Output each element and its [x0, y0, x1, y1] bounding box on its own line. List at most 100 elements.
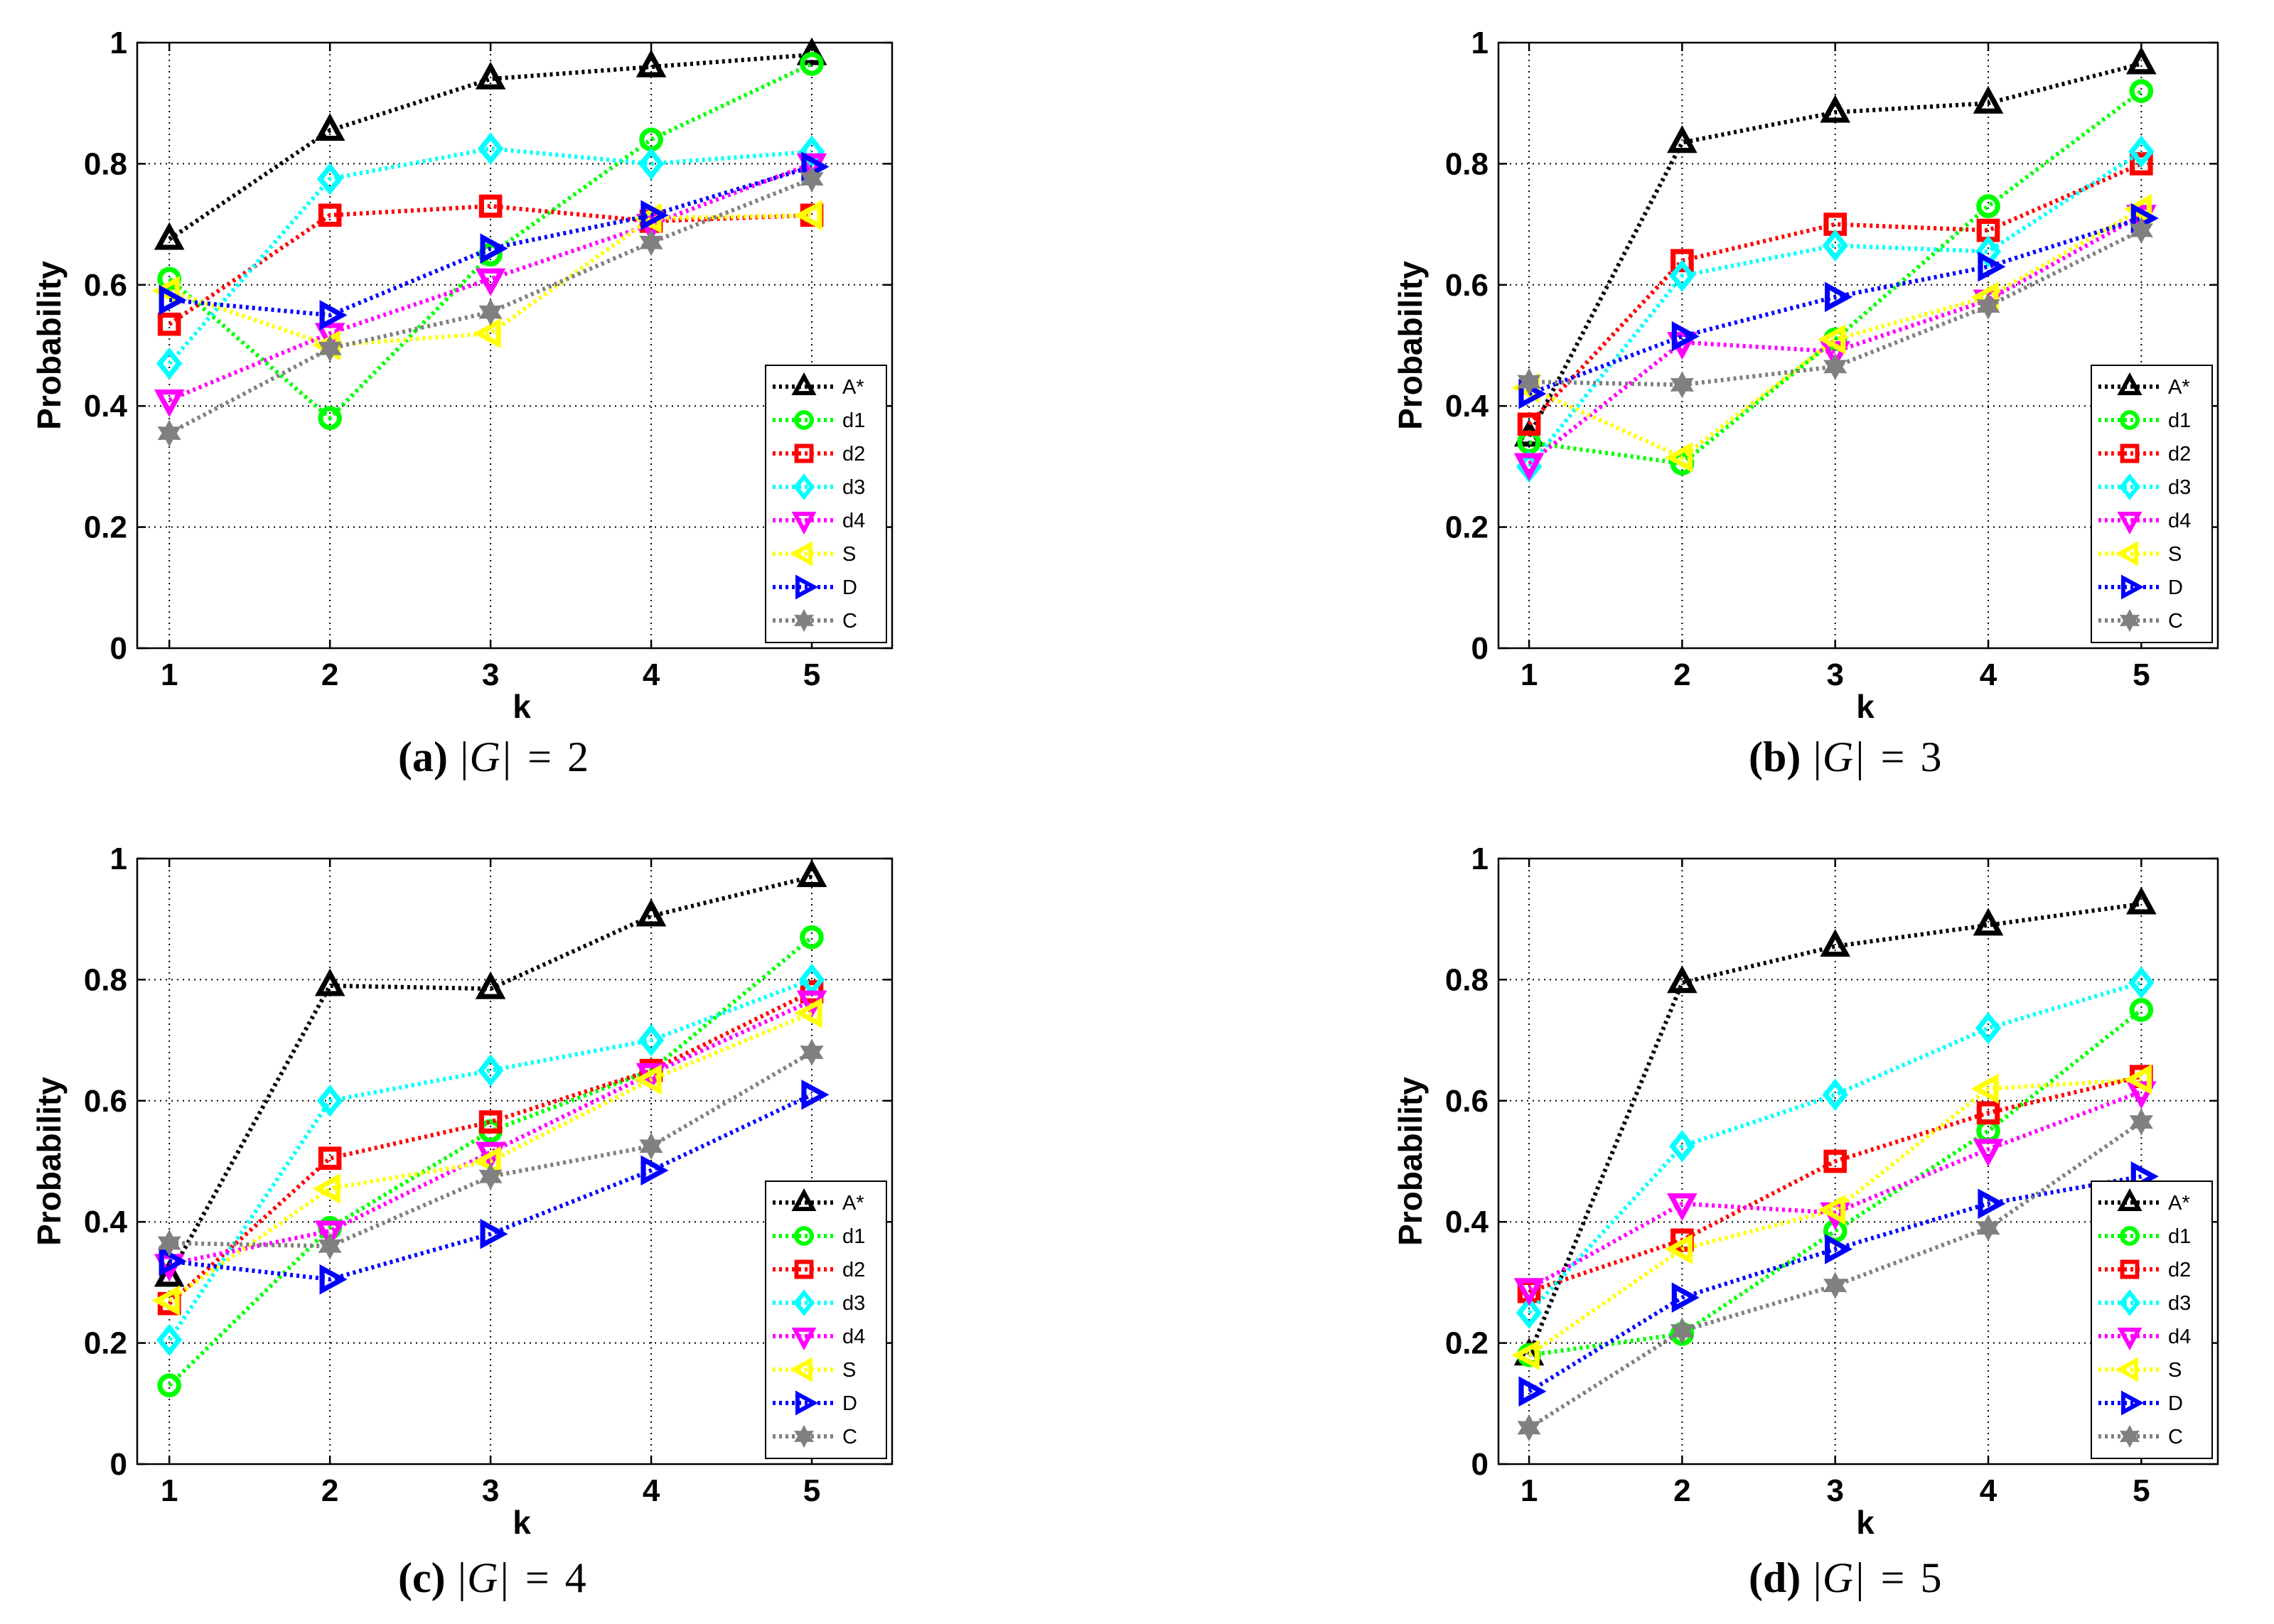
legend-label: S	[842, 1359, 856, 1382]
series-line	[1527, 980, 2142, 1315]
series-line	[1528, 1074, 2142, 1294]
data-point	[1976, 1214, 2000, 1242]
x-tick-label: 1	[161, 657, 178, 692]
y-tick-label: 0.6	[84, 268, 127, 303]
legend-marker	[2120, 443, 2140, 463]
series-line	[1528, 1008, 2143, 1357]
series-line	[168, 164, 812, 318]
data-point	[798, 135, 825, 168]
caption-equals: =	[1881, 1554, 1905, 1601]
data-point	[475, 971, 506, 999]
data-point	[639, 1132, 663, 1160]
caption-equals: =	[1881, 733, 1905, 780]
y-tick-label: 0.2	[1445, 1326, 1489, 1361]
data-point	[480, 233, 508, 264]
data-point	[1820, 95, 1851, 123]
series-s	[1511, 1064, 2152, 1370]
y-tick-label: 0.4	[1445, 1205, 1489, 1239]
data-point	[639, 229, 663, 257]
data-point	[1670, 249, 1694, 273]
legend-label: C	[842, 610, 857, 633]
y-tick-label: 0.6	[84, 1084, 127, 1119]
x-axis-label: k	[513, 1504, 531, 1541]
data-point	[1823, 353, 1847, 380]
data-point	[1517, 412, 1541, 436]
chart-panel-2: 1 2 3 4 5 0 0.2 0.4 0.6 0.8 1 k Probability A* d1 d2 d3 d…	[1392, 26, 2219, 780]
legend-label: d1	[2168, 1225, 2191, 1248]
y-tick-label: 0	[1471, 1447, 1489, 1482]
legend-label: d2	[842, 1259, 865, 1281]
data-point	[2128, 966, 2155, 999]
legend-box	[2091, 365, 2213, 643]
y-tick-label: 0	[110, 631, 127, 666]
series-line	[1528, 1090, 2142, 1291]
y-tick-label: 0.8	[84, 146, 127, 181]
data-point	[1822, 229, 1848, 262]
data-point	[475, 268, 506, 296]
data-point	[314, 113, 345, 141]
legend-marker	[794, 443, 814, 463]
data-point	[638, 147, 665, 181]
legend-marker	[2117, 511, 2142, 535]
legend-label: d4	[842, 510, 865, 532]
y-tick-label: 0.2	[1445, 510, 1489, 545]
series-line	[168, 1092, 813, 1282]
data-point	[319, 300, 348, 330]
legend-marker	[2120, 1424, 2140, 1448]
y-tick-label: 0.6	[1445, 268, 1489, 303]
series-d3	[156, 963, 825, 1357]
data-point	[1818, 324, 1846, 355]
data-point	[1822, 1078, 1848, 1111]
axes-box	[1497, 41, 2219, 650]
data-point	[157, 312, 181, 336]
legend: A* d1 d2 d3 d4 SDC	[2091, 1181, 2213, 1459]
data-point	[794, 997, 822, 1028]
axes-box	[1497, 857, 2219, 1466]
legend-marker	[791, 1188, 817, 1212]
y-tick-label: 0.2	[84, 1326, 127, 1361]
x-tick-label: 5	[803, 657, 820, 692]
x-tick-label: 3	[482, 657, 499, 692]
x-tick-label: 3	[482, 1473, 499, 1508]
legend-marker	[791, 372, 817, 396]
legend-marker	[791, 1327, 817, 1351]
data-point	[1511, 1340, 1540, 1370]
data-point	[478, 298, 503, 326]
legend-label: d4	[2168, 510, 2191, 532]
caption-label: (d)	[1749, 1554, 1801, 1601]
legend-label: A*	[2168, 1192, 2190, 1215]
data-point	[800, 165, 824, 193]
caption-label: (b)	[1749, 733, 1801, 780]
data-point	[801, 1079, 830, 1110]
caption-expression: |G|	[458, 733, 512, 780]
x-tick-label: 3	[1826, 1473, 1843, 1508]
legend-marker	[2120, 1259, 2140, 1279]
series-d3	[1516, 966, 2155, 1329]
legend-label: d2	[2168, 443, 2191, 466]
panel-caption: (a) |G| = 2	[398, 733, 589, 780]
data-point	[1825, 1234, 1853, 1264]
data-point	[1976, 1101, 2000, 1125]
legend-label: D	[2168, 1392, 2183, 1415]
y-tick-label: 1	[110, 26, 127, 60]
legend-marker	[793, 473, 815, 500]
data-point	[157, 1373, 182, 1398]
y-tick-label: 0	[110, 1447, 127, 1482]
data-point	[318, 335, 342, 362]
series-line	[1528, 1077, 2142, 1357]
data-point	[478, 194, 503, 218]
legend-label: d2	[842, 443, 865, 466]
y-tick-label: 0.6	[1445, 1084, 1489, 1119]
series-line	[1527, 149, 2142, 468]
data-point	[1973, 908, 2004, 936]
legend-marker	[794, 608, 814, 633]
data-point	[2128, 135, 2155, 168]
data-point	[478, 1110, 503, 1134]
data-point	[1975, 235, 2002, 268]
data-point	[2123, 1064, 2152, 1095]
caption-label: (a)	[398, 733, 448, 780]
legend-label: d3	[2168, 476, 2191, 499]
data-point	[1667, 965, 1698, 994]
data-point	[1825, 281, 1853, 313]
